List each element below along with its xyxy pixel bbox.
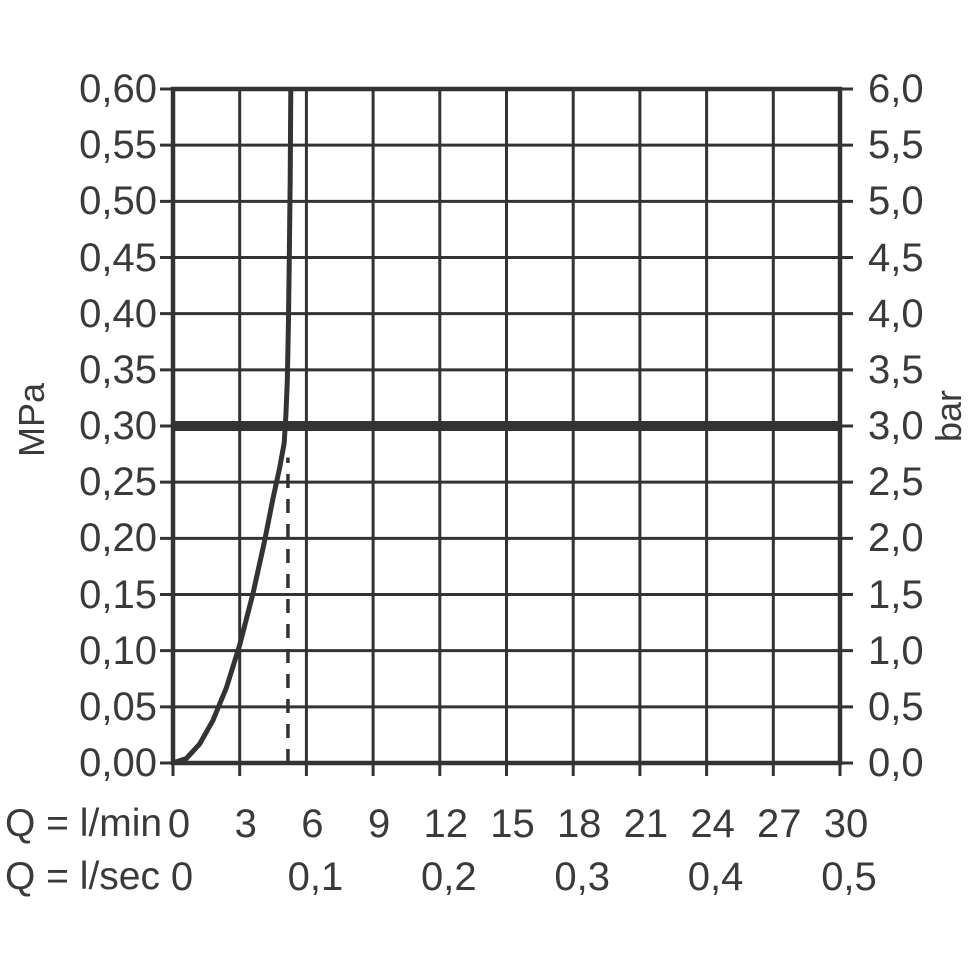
- bar-tick-label: 3,0: [868, 404, 924, 448]
- lmin-tick-label: 3: [234, 802, 257, 846]
- bar-tick-label: 1,5: [868, 572, 924, 617]
- mpa-tick-label: 0,60: [79, 67, 157, 111]
- lsec-tick-label: 0,3: [554, 855, 610, 899]
- lmin-tick-label: 18: [556, 802, 602, 846]
- bar-tick-label: 2,0: [868, 516, 924, 561]
- mpa-tick-label: 0,45: [79, 235, 157, 280]
- lsec-tick-label: 0,1: [287, 855, 344, 899]
- lmin-tick-label: 30: [823, 802, 869, 846]
- lsec-tick-label: 0,2: [420, 855, 477, 899]
- lsec-tick-label: 0,5: [821, 855, 877, 899]
- mpa-tick-label: 0,20: [79, 516, 157, 561]
- mpa-tick-label: 0,35: [79, 347, 157, 392]
- bar-tick-label: 0,0: [868, 741, 924, 785]
- mpa-tick-label: 0,40: [79, 291, 157, 336]
- lmin-tick-label: 21: [623, 802, 669, 846]
- mpa-tick-label: 0,30: [79, 404, 157, 448]
- flow-curve: [172, 88, 294, 766]
- mpa-tick-label: 0,50: [79, 179, 157, 224]
- lmin-tick-label: 15: [490, 802, 535, 846]
- bar-tick-label: 2,5: [868, 460, 924, 505]
- lmin-tick-label: 27: [757, 802, 802, 846]
- bar-tick-label: 6,0: [868, 67, 924, 111]
- lsec-tick-label: 0: [170, 855, 194, 899]
- lmin-tick-label: 12: [423, 802, 469, 846]
- mpa-tick-label: 0,10: [79, 628, 157, 673]
- bar-tick-label: 1,0: [868, 628, 924, 673]
- lsec-axis-title: Q = l/sec: [5, 855, 160, 898]
- grid-lines: [160, 87, 853, 776]
- bar-tick-label: 3,5: [868, 347, 924, 392]
- bar-tick-label: 5,0: [868, 179, 924, 224]
- mpa-tick-label: 0,25: [79, 460, 157, 505]
- lmin-tick-label: 24: [690, 802, 735, 846]
- lmin-tick-label: 6: [301, 802, 324, 846]
- bar-tick-label: 5,5: [868, 123, 924, 168]
- bar-tick-label: 0,5: [868, 684, 924, 729]
- mpa-tick-label: 0,15: [79, 572, 157, 617]
- bar-tick-label: 4,0: [868, 291, 924, 336]
- mpa-tick-label: 0,05: [79, 684, 157, 729]
- lmin-axis-title: Q = l/min: [5, 802, 163, 845]
- mpa-tick-label: 0,00: [79, 741, 157, 785]
- mpa-tick-label: 0,55: [79, 123, 157, 168]
- lsec-tick-label: 0,4: [687, 855, 744, 899]
- lmin-tick-label: 9: [367, 802, 391, 846]
- lmin-tick-label: 0: [167, 802, 191, 846]
- bar-tick-label: 4,5: [868, 235, 924, 280]
